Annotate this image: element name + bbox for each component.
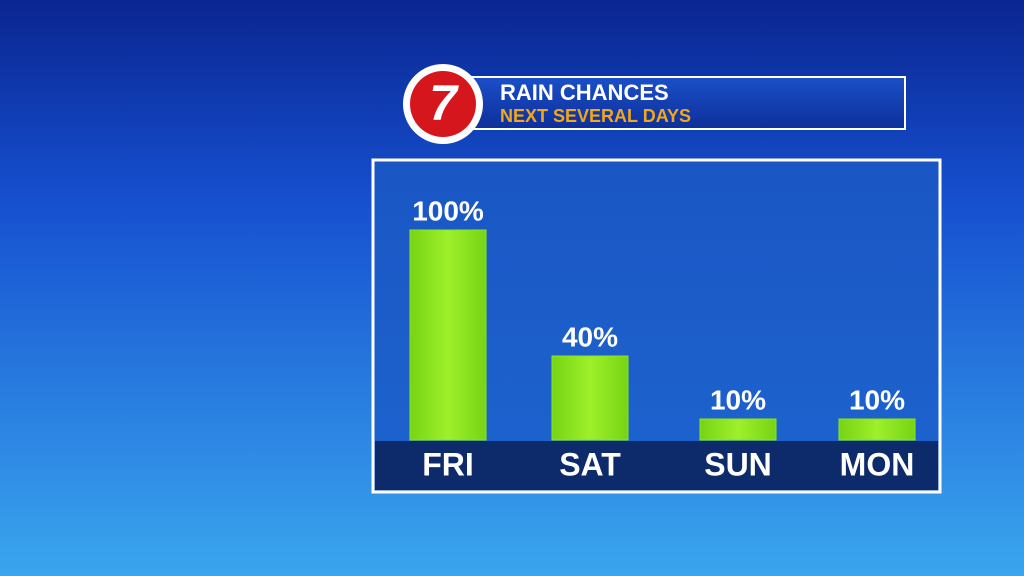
category-label: FRI [422,446,474,482]
category-label: SAT [559,446,621,482]
category-strip [375,441,938,490]
bar [699,418,777,441]
header-box [439,76,906,130]
logo-text: 7 [429,75,459,131]
category-label: MON [840,446,915,482]
chart-subtitle: NEXT SEVERAL DAYS [500,106,691,126]
value-label: 40% [562,321,618,352]
value-label: 10% [849,384,905,415]
bar [409,229,487,441]
bar [551,355,629,441]
logo-disc [410,71,476,137]
value-label: 10% [710,384,766,415]
value-label: 100% [412,195,484,226]
chart-title: RAIN CHANCES [500,80,669,105]
bar [838,418,916,441]
category-label: SUN [704,446,772,482]
